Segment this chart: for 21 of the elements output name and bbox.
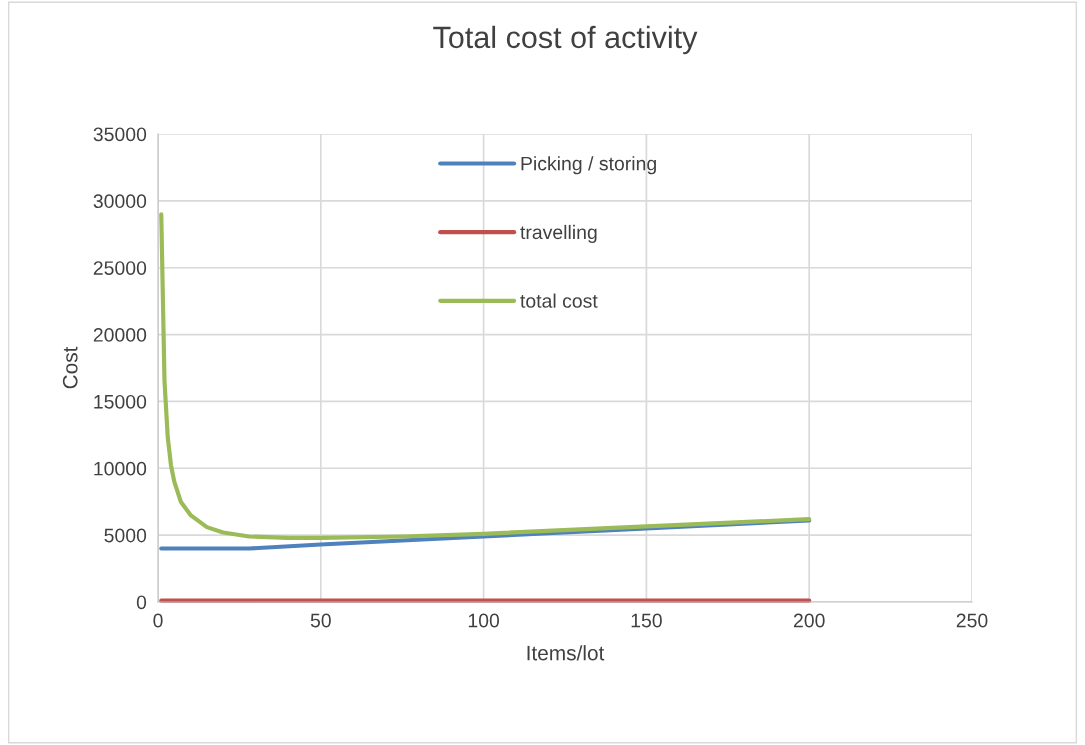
legend-label: total cost: [520, 293, 598, 308]
line-series: [159, 212, 812, 540]
x-tick-label: 0: [153, 613, 163, 628]
y-tick-label: 35000: [93, 127, 147, 142]
chart-title: Total cost of activity: [433, 25, 698, 55]
y-tick-label: 5000: [104, 528, 147, 543]
y-tick-label: 30000: [93, 194, 147, 209]
x-axis-title: Items/lot: [527, 645, 605, 661]
x-tick-label: 150: [631, 613, 662, 628]
legend-label: travelling: [520, 224, 597, 243]
y-tick-label: 20000: [93, 328, 147, 342]
y-tick-label: 10000: [94, 461, 147, 476]
x-tick-label: 200: [793, 613, 825, 628]
y-tick-label: 15000: [94, 394, 147, 409]
legend-label: Picking / storing: [521, 156, 656, 175]
x-tick-label: 50: [310, 613, 331, 628]
y-axis-title: Cost: [62, 346, 78, 389]
y-tick-label: 25000: [93, 261, 147, 275]
y-tick-label: 0: [136, 595, 147, 610]
x-tick-label: 250: [956, 613, 988, 628]
x-tick-label: 100: [468, 613, 500, 628]
